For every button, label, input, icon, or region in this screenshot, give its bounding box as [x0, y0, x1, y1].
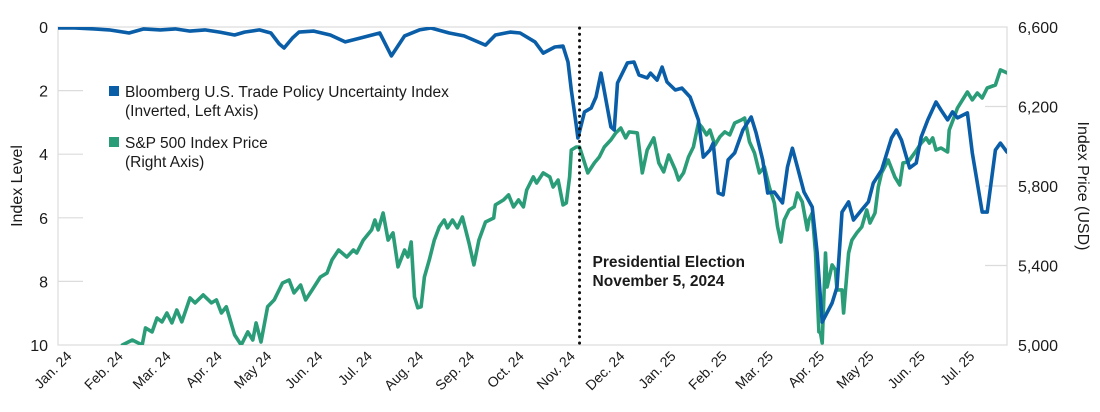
x-tick-label: Sep. 24	[432, 348, 478, 394]
left-tick-label: 10	[30, 338, 48, 355]
legend-swatch-tpu	[109, 86, 119, 96]
right-tick-label: 5,800	[1018, 179, 1058, 196]
election-annotation-line2: November 5, 2024	[593, 273, 725, 290]
x-tick-label: Jul. 24	[335, 348, 376, 389]
x-tick-label: May 25	[833, 348, 877, 392]
left-tick-label: 0	[39, 20, 48, 37]
x-tick-label: Feb. 24	[81, 348, 126, 393]
right-axis-title: Index Price (USD)	[1074, 122, 1091, 251]
left-tick-label: 8	[39, 274, 48, 291]
series-line-sp500	[120, 68, 1007, 345]
legend-label-spx: S&P 500 Index Price	[125, 135, 268, 152]
legend-label-tpu-note: (Inverted, Left Axis)	[125, 103, 259, 120]
x-tick-label: Nov. 24	[533, 348, 578, 393]
x-tick-label: Feb. 25	[685, 348, 730, 393]
left-axis: 0 2 4 6 8 10	[30, 20, 83, 355]
x-tick-label: Aug. 24	[381, 348, 427, 394]
left-tick-label: 6	[39, 211, 48, 228]
x-tick-label: May 24	[231, 348, 275, 392]
x-axis: Jan. 24 Feb. 24 Mar. 24 Apr. 24 May 24 Jun. 2…	[31, 348, 978, 394]
x-tick-label: Mar. 24	[129, 348, 173, 392]
left-tick-label: 4	[39, 147, 48, 164]
series-line-trade-policy-uncertainty	[58, 27, 1007, 324]
x-tick-label: Jul. 25	[937, 348, 978, 389]
series-layer	[58, 27, 1007, 345]
x-tick-label: Jun. 25	[884, 348, 928, 392]
x-tick-label: Mar. 25	[732, 348, 776, 392]
right-tick-label: 6,200	[1018, 100, 1058, 117]
x-tick-label: Apr. 25	[785, 348, 828, 391]
left-axis-title: Index Level	[9, 145, 26, 227]
legend-label-tpu: Bloomberg U.S. Trade Policy Uncertainty …	[125, 84, 449, 101]
right-tick-label: 6,600	[1018, 20, 1058, 37]
right-axis: 5,000 5,400 5,800 6,200 6,600	[985, 20, 1058, 355]
legend: Bloomberg U.S. Trade Policy Uncertainty …	[109, 84, 449, 171]
x-tick-label: Oct. 24	[484, 348, 527, 391]
right-tick-label: 5,000	[1018, 338, 1058, 355]
legend-swatch-spx	[109, 137, 119, 147]
x-tick-label: Apr. 24	[182, 348, 225, 391]
x-tick-label: Dec. 24	[582, 348, 628, 394]
election-annotation-line1: Presidential Election	[593, 254, 745, 271]
left-tick-label: 2	[39, 84, 48, 101]
x-tick-label: Jan. 25	[635, 348, 679, 392]
legend-label-spx-note: (Right Axis)	[125, 154, 204, 171]
x-tick-label: Jun. 24	[282, 348, 326, 392]
right-tick-label: 5,400	[1018, 259, 1058, 276]
